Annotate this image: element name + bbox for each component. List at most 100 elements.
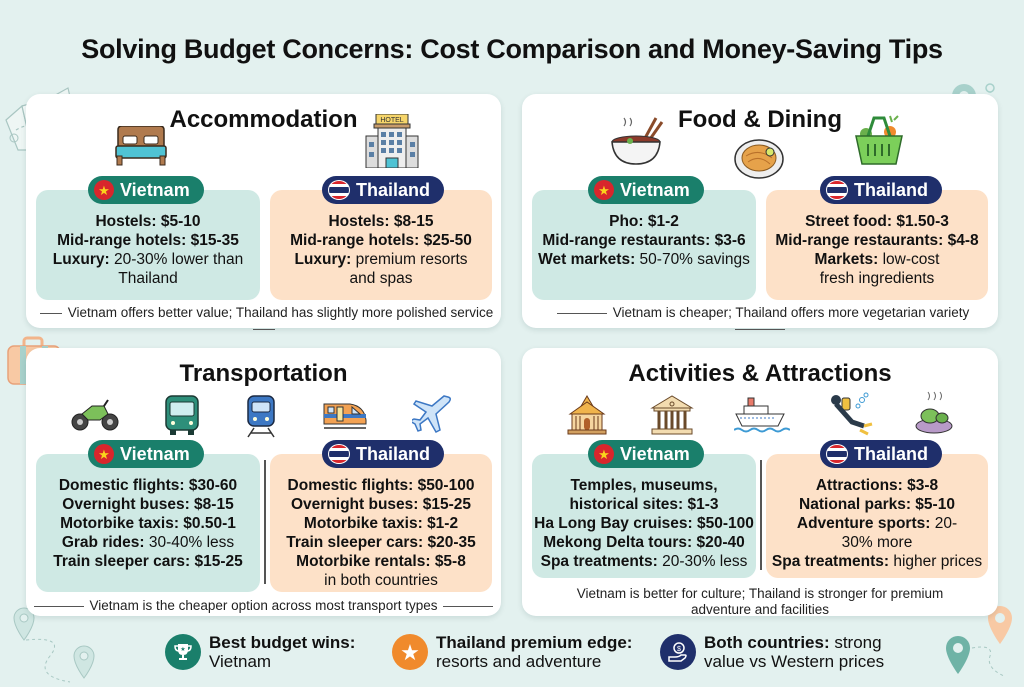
svg-text:★: ★ xyxy=(180,646,185,653)
temple-icon xyxy=(567,395,607,435)
motorbike-icon xyxy=(71,399,119,431)
accommodation-summary: Vietnam offers better value; Thailand ha… xyxy=(26,305,501,337)
takeaway-thailand: ★ Thailand premium edge: resorts and adv… xyxy=(392,633,632,671)
airplane-icon xyxy=(412,395,452,433)
thailand-transport-panel: Domestic flights: $50-100 Overnight buse… xyxy=(270,454,492,592)
vietnam-flag-icon: ★ xyxy=(594,180,614,200)
thailand-activities-panel: Attractions: $3-8 National parks: $5-10 … xyxy=(766,454,988,578)
food-card: Food & Dining ★ Vietnam Pho: $1-2 Mid-ra… xyxy=(522,94,998,330)
svg-text:HOTEL: HOTEL xyxy=(380,117,403,124)
vietnam-flag-icon: ★ xyxy=(94,444,114,464)
price-line: Spa treatments: 20-30% less xyxy=(540,553,748,570)
price-line: Train sleeper cars: $20-35 xyxy=(286,534,476,551)
food-summary: Vietnam is cheaper; Thailand offers more… xyxy=(522,305,998,337)
thailand-flag-icon xyxy=(826,444,848,464)
price-line: Mid-range restaurants: $4-8 xyxy=(775,232,979,249)
takeaway-both-value-1: strong xyxy=(829,633,882,652)
takeaway-budget-label: Best budget wins: xyxy=(209,633,356,652)
takeaway-both-label: Both countries: xyxy=(704,633,830,652)
price-line: Wet markets: 50-70% savings xyxy=(538,251,750,268)
activities-title: Activities & Attractions xyxy=(628,360,892,387)
bed-icon xyxy=(115,126,167,166)
thailand-flag-icon xyxy=(826,180,848,200)
vietnam-label: Vietnam xyxy=(120,443,190,464)
activities-summary: Vietnam is better for culture; Thailand … xyxy=(576,586,944,617)
price-line: Mid-range hotels: $15-35 xyxy=(57,232,239,249)
price-line: National parks: $5-10 xyxy=(799,496,955,513)
price-line: Train sleeper cars: $15-25 xyxy=(53,553,243,570)
thailand-label: Thailand xyxy=(854,443,929,464)
transport-summary: Vietnam is the cheaper option across mos… xyxy=(26,598,501,614)
vietnam-label: Vietnam xyxy=(620,443,690,464)
price-line: Luxury: premium resorts and spas xyxy=(294,251,468,287)
vietnam-flag-icon: ★ xyxy=(594,444,614,464)
price-line: Domestic flights: $30-60 xyxy=(58,477,238,494)
price-line: Hostels: $5-10 xyxy=(95,213,201,230)
transport-title: Transportation xyxy=(179,360,348,387)
vietnam-transport-panel: Domestic flights: $30-60 Overnight buses… xyxy=(36,454,260,592)
accommodation-title: Accommodation xyxy=(169,106,358,133)
vietnam-badge: ★ Vietnam xyxy=(588,176,704,204)
vietnam-label: Vietnam xyxy=(120,179,190,200)
thailand-flag-icon xyxy=(328,180,350,200)
route-pins-left-icon xyxy=(13,607,95,683)
takeaway-budget: ★ Best budget wins: Vietnam xyxy=(165,633,355,671)
price-line: Mid-range restaurants: $3-6 xyxy=(542,232,746,249)
vietnam-badge: ★ Vietnam xyxy=(88,176,204,204)
thailand-badge: Thailand xyxy=(322,440,445,468)
trophy-icon: ★ xyxy=(165,634,201,670)
price-line: Street food: $1.50-3 xyxy=(805,213,949,230)
cruise-ship-icon xyxy=(734,397,790,433)
star-icon: ★ xyxy=(392,634,428,670)
food-title: Food & Dining xyxy=(678,106,842,133)
transport-card: Transportation ★ Vietnam Domestic flight… xyxy=(26,348,501,616)
thailand-label: Thailand xyxy=(854,179,929,200)
thailand-flag-icon xyxy=(328,444,350,464)
accommodation-card: Accommodation HOTEL ★ Vietnam Hostels: $… xyxy=(26,94,501,330)
price-line: Motorbike rentals: $5-8 in both countrie… xyxy=(296,553,466,589)
spa-stones-icon xyxy=(915,391,953,434)
thailand-label: Thailand xyxy=(356,443,431,464)
hotel-icon: HOTEL xyxy=(365,114,419,168)
takeaway-thailand-label: Thailand premium edge: xyxy=(436,633,633,652)
price-line: Markets: low-cost fresh ingredients xyxy=(814,251,940,287)
museum-icon xyxy=(650,395,694,435)
price-line: Luxury: 20-30% lower than Thailand xyxy=(52,251,244,287)
vietnam-accommodation-panel: Hostels: $5-10 Mid-range hotels: $15-35 … xyxy=(36,190,260,300)
takeaway-both-value-2: value vs Western prices xyxy=(704,652,885,671)
thailand-badge: Thailand xyxy=(322,176,445,204)
price-line: Spa treatments: higher prices xyxy=(771,553,983,570)
thailand-label: Thailand xyxy=(356,179,431,200)
thailand-badge: Thailand xyxy=(820,440,943,468)
price-line: Ha Long Bay cruises: $50-100 xyxy=(534,515,754,532)
pho-bowl-icon xyxy=(611,117,664,165)
price-line: Temples, museums, historical sites: $1-3 xyxy=(569,477,719,513)
train-icon xyxy=(247,395,275,438)
vietnam-activities-panel: Temples, museums, historical sites: $1-3… xyxy=(532,454,756,578)
price-line: Domestic flights: $50-100 xyxy=(287,477,475,494)
vietnam-food-panel: Pho: $1-2 Mid-range restaurants: $3-6 We… xyxy=(532,190,756,300)
bus-icon xyxy=(165,395,199,435)
grocery-basket-icon xyxy=(855,115,903,165)
takeaway-thailand-value: resorts and adventure xyxy=(436,652,602,671)
activities-card: Activities & Attractions ★ Vietna xyxy=(522,348,998,617)
vietnam-badge: ★ Vietnam xyxy=(88,440,204,468)
column-divider xyxy=(760,460,762,570)
vietnam-label: Vietnam xyxy=(620,179,690,200)
price-line: Overnight buses: $15-25 xyxy=(290,496,472,513)
price-line: Motorbike taxis: $1-2 xyxy=(303,515,459,532)
money-hand-icon: $ xyxy=(660,634,696,670)
thailand-food-panel: Street food: $1.50-3 Mid-range restauran… xyxy=(766,190,988,300)
thailand-badge: Thailand xyxy=(820,176,943,204)
thailand-accommodation-panel: Hostels: $8-15 Mid-range hotels: $25-50 … xyxy=(270,190,492,300)
price-line: Mid-range hotels: $25-50 xyxy=(290,232,472,249)
high-speed-train-icon xyxy=(323,403,367,429)
price-line: Attractions: $3-8 xyxy=(815,477,939,494)
price-line: Pho: $1-2 xyxy=(609,213,679,230)
price-line: Overnight buses: $8-15 xyxy=(62,496,234,513)
takeaway-both: $ Both countries: strong value vs Wester… xyxy=(660,633,884,671)
vietnam-flag-icon: ★ xyxy=(94,180,114,200)
svg-text:$: $ xyxy=(677,646,681,653)
page-title: Solving Budget Concerns: Cost Comparison… xyxy=(81,34,943,64)
price-line: Motorbike taxis: $0.50-1 xyxy=(60,515,236,532)
